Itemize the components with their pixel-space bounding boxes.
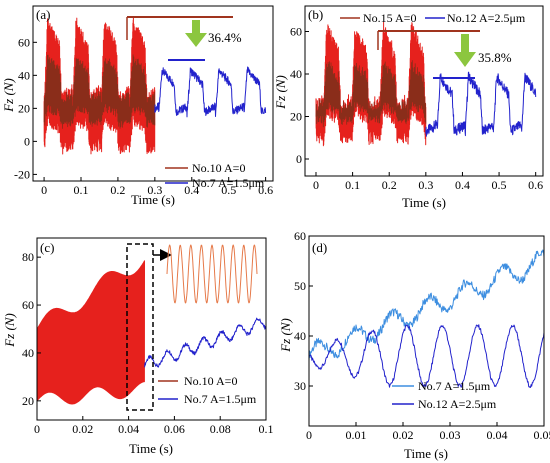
pa-xtick-label: 0.2 (110, 183, 125, 197)
pc-ytick-label: 40 (22, 346, 34, 360)
pb-series-blue (425, 71, 537, 137)
pa-ytick-label: 60 (18, 35, 30, 49)
pb-xtick-label: 0.1 (345, 178, 360, 192)
pd-xtick-label: 0 (306, 428, 312, 442)
pb-xtick-label: 0.2 (382, 178, 397, 192)
pd-xtick-label: 0.05 (534, 428, 550, 442)
pb-ytick-label: 20 (290, 110, 302, 124)
pc-xtick-label: 0.04 (118, 422, 139, 436)
panel-d-frame (308, 235, 545, 427)
pd-xtick-label: 0.02 (393, 428, 414, 442)
pc-inset-series (166, 244, 258, 304)
panel-a-ylabel: Fz (N) (1, 78, 16, 113)
panel-b-label: (b) (308, 7, 323, 22)
panel-b-legend-2: No.12 A=2.5μm (447, 11, 526, 25)
pa-series-blue (154, 66, 267, 118)
pc-xtick-label: 0.08 (210, 422, 231, 436)
panel-a-legend-1: No.10 A=0 (192, 161, 245, 175)
pb-xtick-label: 0.4 (455, 178, 470, 192)
pd-xtick-label: 0.04 (487, 428, 508, 442)
pa-xtick-label: 0 (41, 183, 47, 197)
pb-xtick-label: 0.3 (418, 178, 433, 192)
pc-ytick-label: 60 (22, 298, 34, 312)
panel-d-xlabel: Time (s) (404, 446, 448, 461)
pd-series-light (308, 249, 545, 361)
pa-xtick-label: 0.6 (258, 183, 273, 197)
panel-c-frame (36, 237, 267, 421)
pb-ytick-label: 0 (296, 152, 302, 166)
pd-ytick-label: 30 (294, 379, 306, 393)
pa-xtick-label: 0.4 (184, 183, 199, 197)
panel-d-label: (d) (312, 240, 327, 255)
pc-ytick-label: 80 (22, 250, 34, 264)
pd-xtick-label: 0.03 (440, 428, 461, 442)
panel-b-legend-1: No.15 A=0 (363, 11, 416, 25)
panel-d-legend-1: No.7 A=1.5μm (418, 379, 491, 393)
panel-a: 0 0.1 0.2 0.3 0.4 0.5 0.6 -20 0 20 40 60 (a) Time (… (1, 5, 274, 207)
panel-c: 0 0.02 0.04 0.06 0.08 0.1 20 40 60 80 (c) Time (s… (2, 237, 274, 456)
pc-xtick-label: 0.06 (164, 422, 185, 436)
panel-a-legend-2: No.7 A=1.5μm (192, 176, 265, 190)
pd-series-dark (308, 324, 545, 388)
panel-d: 0 0.01 0.02 0.03 0.04 0.05 30 40 50 60 (d) Time (… (278, 229, 550, 461)
panel-d-ylabel: Fz (N) (278, 318, 293, 353)
pa-xtick-label: 0.5 (221, 183, 236, 197)
pc-xtick-label: 0 (34, 422, 40, 436)
pa-series-red-dark (43, 54, 156, 129)
pb-ytick-label: 40 (290, 67, 302, 81)
panel-a-label: (a) (36, 7, 50, 22)
panel-c-legend-1: No.10 A=0 (184, 374, 237, 388)
pb-series-red-dark (315, 60, 427, 128)
pb-xtick-label: 0.6 (528, 178, 543, 192)
panel-a-frame (32, 5, 274, 182)
panel-c-zoom-box (126, 243, 154, 411)
panel-b-ylabel: Fz (N) (273, 75, 288, 110)
panel-b-reduction-arrow (454, 34, 476, 67)
panel-b-frame (304, 5, 544, 177)
panel-b-annotation: 35.8% (478, 50, 512, 65)
pa-ytick-label: 40 (18, 68, 30, 82)
pd-xtick-label: 0.01 (346, 428, 367, 442)
pa-xtick-label: 0.1 (74, 183, 89, 197)
pc-series-red (36, 260, 146, 405)
panel-c-xlabel: Time (s) (129, 441, 173, 456)
pa-xtick-label: 0.3 (147, 183, 162, 197)
panel-a-annotation: 36.4% (208, 30, 242, 45)
pb-xtick-label: 0 (313, 178, 319, 192)
pa-ytick-label: 0 (24, 134, 30, 148)
panel-c-ylabel: Fz (N) (2, 313, 17, 348)
pa-ytick-label: -20 (14, 167, 30, 181)
pb-ytick-label: 60 (290, 25, 302, 39)
panel-a-xlabel: Time (s) (131, 192, 175, 207)
pd-ytick-label: 60 (294, 229, 306, 243)
pc-xtick-label: 0.02 (72, 422, 93, 436)
panel-b-xlabel: Time (s) (402, 195, 446, 210)
panel-a-reduction-arrow (185, 20, 207, 47)
pc-xtick-label: 0.1 (259, 422, 274, 436)
pb-xtick-label: 0.5 (492, 178, 507, 192)
pc-ytick-label: 20 (22, 394, 34, 408)
pc-series-blue (144, 317, 267, 368)
panel-c-legend-2: No.7 A=1.5μm (184, 392, 257, 406)
panel-c-label: (c) (40, 240, 54, 255)
panel-c-zoom-inset (166, 244, 258, 304)
pa-ytick-label: 20 (18, 101, 30, 115)
panel-d-legend-2: No.12 A=2.5μm (418, 397, 497, 411)
pd-ytick-label: 50 (294, 279, 306, 293)
pd-ytick-label: 40 (294, 329, 306, 343)
